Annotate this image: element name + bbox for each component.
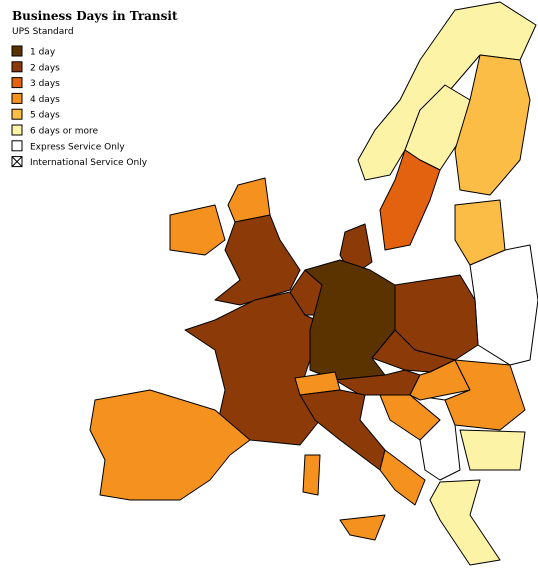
region <box>339 514 386 541</box>
region <box>304 259 396 381</box>
legend-swatch <box>11 92 23 104</box>
region <box>89 389 251 501</box>
region <box>379 394 441 441</box>
region <box>302 454 321 496</box>
legend-swatch <box>11 77 23 89</box>
subtitle: UPS Standard <box>12 27 74 37</box>
legend-label: 1 day <box>30 48 56 58</box>
legend-swatch <box>11 140 23 152</box>
legend-label: 4 days <box>30 95 60 105</box>
legend-swatch <box>11 45 23 57</box>
title: Business Days in Transit <box>12 9 178 23</box>
region <box>379 449 426 506</box>
region <box>429 479 501 566</box>
region <box>169 204 226 256</box>
region <box>227 177 271 223</box>
region <box>379 149 441 251</box>
legend-label: International Service Only <box>30 158 148 168</box>
legend-swatch <box>11 61 23 73</box>
legend-cross <box>11 156 23 167</box>
region <box>469 244 538 366</box>
legend-label: 6 days or more <box>30 127 99 137</box>
legend-label: Express Service Only <box>30 142 125 152</box>
region <box>454 54 531 196</box>
legend-swatch <box>11 124 23 136</box>
region <box>459 429 526 471</box>
legend-label: 3 days <box>30 79 60 89</box>
legend-label: 5 days <box>30 111 60 121</box>
region <box>444 359 526 431</box>
map-regions <box>89 1 538 566</box>
legend-swatch <box>11 108 23 120</box>
legend: 1 day 2 days 3 days 4 days 5 days 6 days or m… <box>11 45 148 168</box>
region <box>214 214 301 306</box>
legend-label: 2 days <box>30 63 60 73</box>
region <box>454 199 506 266</box>
